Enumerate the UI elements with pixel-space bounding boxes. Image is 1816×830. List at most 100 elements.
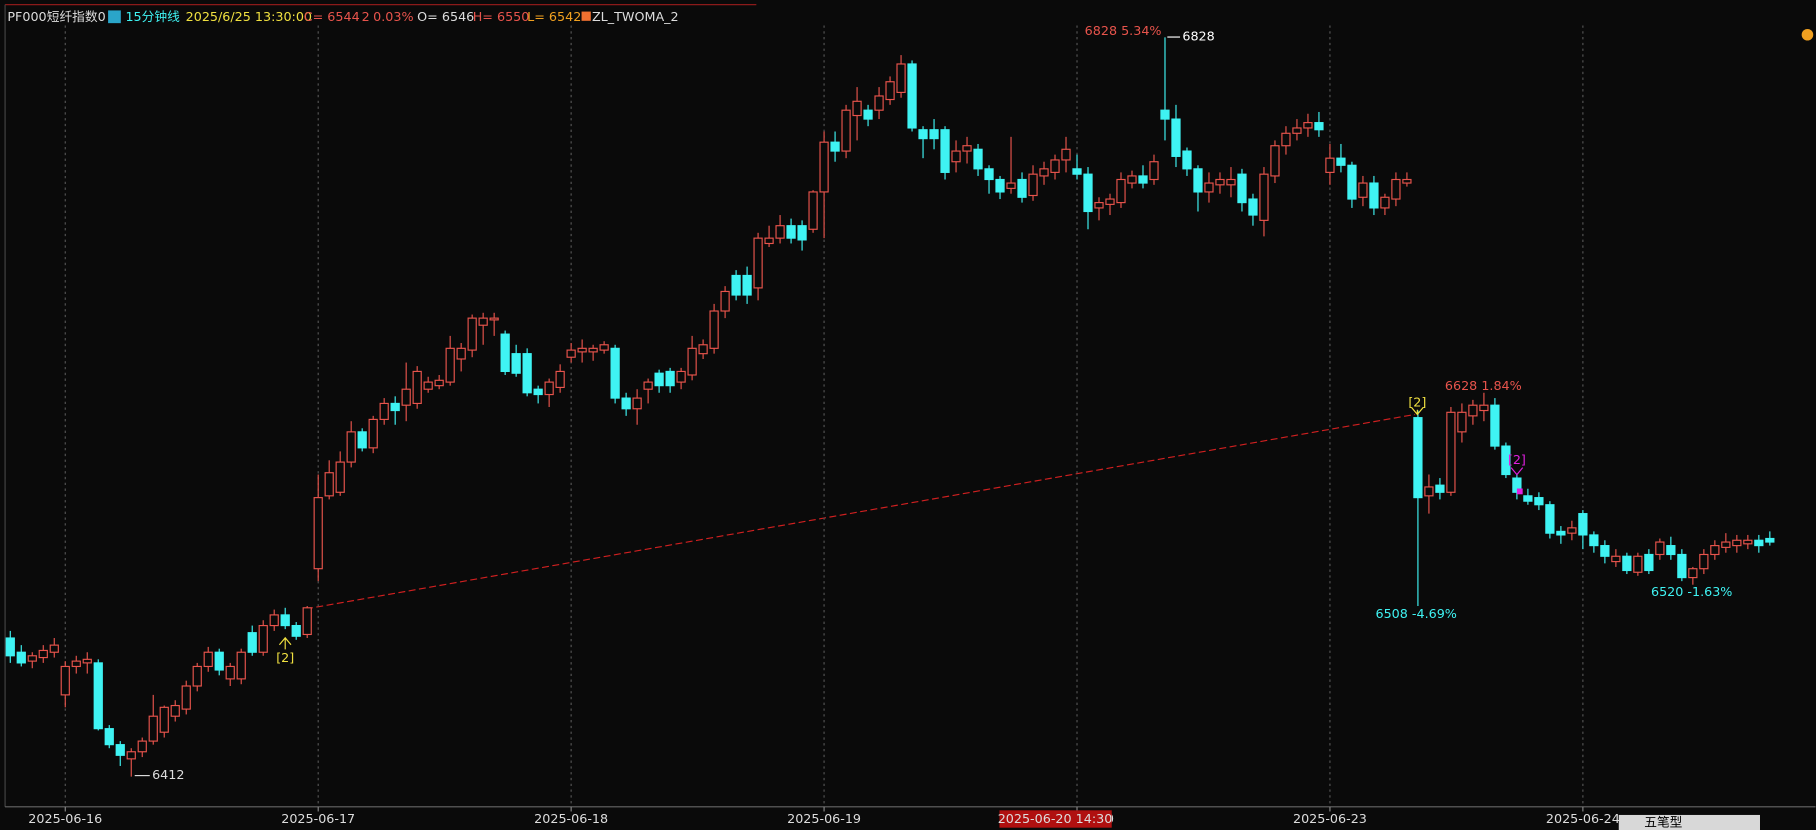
candle-body <box>1171 118 1181 157</box>
candle-body <box>687 347 697 376</box>
candle-body <box>1677 553 1687 579</box>
candle-body <box>1655 541 1665 556</box>
candle-body <box>665 370 675 387</box>
x-tick-label: 2025-06-23 <box>1293 812 1367 827</box>
candle-body <box>1281 132 1291 147</box>
toolbar-button[interactable]: 五笔型 <box>1644 815 1682 830</box>
x-tick-label: 2025-06-18 <box>534 812 608 827</box>
candle-body <box>225 665 235 680</box>
candle-body <box>621 397 631 410</box>
candle-body <box>566 349 576 358</box>
candle-body <box>1501 445 1511 476</box>
candle-body <box>676 370 686 383</box>
candle-body <box>863 109 873 120</box>
candle-body <box>192 665 202 687</box>
candle-body <box>874 95 884 111</box>
candle-body <box>269 614 279 627</box>
annotation: [2] <box>1408 395 1426 410</box>
candle-body <box>1633 555 1643 573</box>
candle-body <box>291 624 301 637</box>
candle-body <box>643 381 653 390</box>
signal-arrow <box>1510 467 1524 476</box>
candle-body <box>775 225 785 239</box>
candle-body <box>940 129 950 173</box>
candle-body <box>808 191 818 230</box>
candle-body <box>214 651 224 671</box>
header-field: PF000 <box>7 10 46 25</box>
candle-body <box>1325 157 1335 173</box>
candle-body <box>170 704 180 717</box>
header-field: ZL_TWOMA_2 <box>592 10 679 25</box>
candle-body <box>335 461 345 493</box>
candle-body <box>1391 178 1401 200</box>
candle-body <box>1358 182 1368 198</box>
candle-body <box>27 655 37 662</box>
annotation: [2] <box>276 651 294 666</box>
candle-body <box>709 310 719 349</box>
icon <box>581 11 591 21</box>
candle-body <box>412 370 422 405</box>
candle-body <box>1006 182 1016 189</box>
candle-body <box>1039 168 1049 177</box>
candle-body <box>1699 553 1709 570</box>
candle-body <box>1644 553 1654 572</box>
candle-body <box>797 225 807 241</box>
candle-body <box>1688 568 1698 579</box>
candle-body <box>654 372 664 387</box>
candle-body <box>368 418 378 449</box>
candle-body <box>423 381 433 390</box>
annotation: 6828 5.34% <box>1085 24 1162 39</box>
candle-body <box>60 665 70 696</box>
candle-body <box>1380 196 1390 209</box>
header-field: C= 6544 <box>304 10 360 25</box>
candle-body <box>1226 178 1236 186</box>
candle-body <box>1061 148 1071 161</box>
candle-body <box>962 145 972 152</box>
candle-body <box>445 347 455 383</box>
candle-body <box>1314 122 1324 131</box>
candle-body <box>1446 411 1456 493</box>
candle-body <box>104 728 114 746</box>
candle-body <box>1666 545 1676 556</box>
annotation: 6828 <box>1182 30 1214 45</box>
candle-body <box>1545 504 1555 534</box>
candle-body <box>632 397 642 410</box>
candle-body <box>258 624 268 653</box>
candle-body <box>93 662 103 730</box>
candle-body <box>1578 513 1588 536</box>
candle-body <box>346 431 356 463</box>
candle-body <box>1468 404 1478 417</box>
x-tick-label: 2025-06-16 <box>28 812 102 827</box>
candle-body <box>973 148 983 170</box>
candle-body <box>1369 182 1379 209</box>
candle-body <box>159 706 169 733</box>
candle-body <box>720 290 730 312</box>
candle-body <box>1765 537 1775 543</box>
candle-body <box>1248 198 1258 216</box>
candle-body <box>489 317 499 321</box>
candle-body <box>1116 178 1126 204</box>
candle-body <box>555 370 565 389</box>
candle-body <box>137 740 147 753</box>
candle-body <box>753 237 763 289</box>
candle-body <box>1303 122 1313 129</box>
candle-body <box>852 100 862 117</box>
candle-body <box>236 651 246 680</box>
candle-body <box>1479 404 1489 412</box>
candle-body <box>126 751 136 760</box>
header-field: 2 <box>362 10 370 25</box>
candle-body <box>390 402 400 412</box>
candle-body <box>203 651 213 668</box>
candle-body <box>951 150 961 163</box>
candle-body <box>181 685 191 710</box>
candle-body <box>577 347 587 353</box>
candle-body <box>1050 159 1060 173</box>
candle-body <box>511 353 521 374</box>
candle-body <box>1193 168 1203 193</box>
x-tick-label: 2025-06-24 <box>1546 812 1620 827</box>
annotation: 6628 1.84% <box>1445 379 1522 394</box>
candle-body <box>434 379 444 387</box>
candle-body <box>830 141 840 152</box>
candle-body <box>731 274 741 296</box>
